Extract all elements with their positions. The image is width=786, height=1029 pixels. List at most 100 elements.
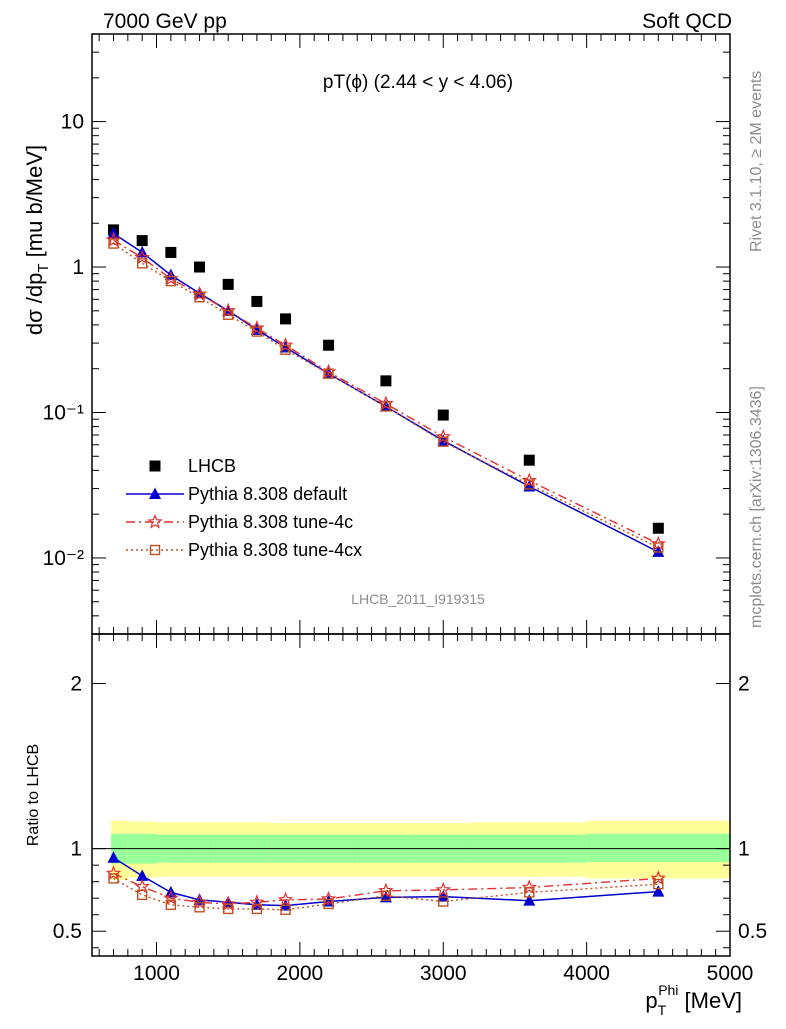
data-point: [165, 275, 177, 287]
data-point: [652, 522, 664, 534]
ratio-uncertainty-bands: [111, 820, 730, 881]
data-point: [438, 436, 449, 447]
legend-marker: [149, 487, 161, 499]
data-point: [251, 295, 263, 307]
data-point: [277, 337, 294, 352]
ratio-data-point: [380, 890, 392, 901]
ratio-data-point: [524, 887, 535, 898]
ratio-data-point: [323, 898, 334, 910]
data-point: [223, 309, 234, 320]
data-point: [323, 339, 335, 351]
ratio-data-point: [652, 885, 665, 897]
x-axis-label: pT Phi [MeV]: [645, 982, 742, 1018]
data-point: [523, 454, 535, 466]
ratio-data-point: [521, 879, 538, 895]
ratio-data-point: [378, 882, 394, 898]
ratio-data-point: [277, 891, 294, 907]
ratio-panel-series: [105, 851, 667, 915]
ratio-series-pythia-8-308-tune-4c: [105, 865, 667, 911]
legend-label: Pythia 8.308 tune-4c: [188, 512, 353, 532]
ratio-data-point: [523, 894, 536, 906]
ratio-data-point: [320, 890, 337, 906]
series-line: [113, 239, 659, 545]
ratio-data-point: [437, 890, 450, 902]
data-point: [521, 472, 538, 488]
legend-marker: [149, 460, 161, 472]
data-point: [251, 326, 263, 337]
rivet-version-label: Rivet 3.1.10, ≥ 2M events: [748, 71, 765, 252]
ratio-series-line: [113, 877, 659, 911]
legend-label: Pythia 8.308 default: [188, 484, 347, 504]
ratio-data-point: [379, 890, 392, 903]
data-point: [165, 246, 177, 258]
data-point: [380, 375, 392, 387]
ratio-data-point: [435, 881, 452, 897]
legend: LHCB Pythia 8.308 default Pythia 8.308 tun…: [126, 456, 362, 560]
data-point: [136, 258, 148, 269]
x-axis-label-sub: T: [658, 1002, 667, 1018]
data-point: [194, 261, 206, 273]
x-tick-label: 2000: [277, 962, 324, 985]
x-axis-label-sup: Phi: [658, 982, 678, 998]
ratio-y-tick-label-right: 0.5: [738, 920, 767, 943]
data-point: [194, 292, 205, 303]
ratio-y-tick-label-right: 1: [738, 838, 750, 861]
data-point: [105, 232, 122, 247]
ratio-y-tick-label: 2: [70, 673, 82, 696]
ratio-data-point: [136, 869, 149, 881]
ratio-data-point: [650, 870, 667, 885]
ratio-data-point: [108, 873, 119, 884]
ratio-y-tick-label-right: 2: [738, 673, 750, 696]
data-point: [222, 278, 234, 290]
data-point: [280, 344, 291, 355]
ratio-y-tick-label: 0.5: [53, 920, 82, 943]
main-panel-series: [105, 224, 667, 557]
x-tick-label: 1000: [133, 962, 180, 985]
data-point: [650, 535, 667, 551]
ratio-data-point: [653, 878, 664, 890]
main-panel-ticks: 10⁻² 10⁻¹ 1 10: [43, 33, 731, 635]
ratio-data-point: [194, 902, 205, 913]
series-line: [113, 243, 659, 549]
data-point: [108, 238, 119, 249]
x-tick-label: 5000: [707, 962, 754, 985]
ratio-data-point: [107, 851, 120, 863]
ratio-data-point: [136, 889, 148, 901]
main-y-tick-label: 10⁻²: [43, 547, 84, 570]
data-point: [280, 313, 292, 325]
x-axis-label-main: p: [645, 988, 657, 1013]
ratio-y-tick-label: 1: [70, 838, 82, 861]
x-axis-label-unit: [MeV]: [678, 988, 742, 1013]
legend-label: LHCB: [188, 456, 236, 476]
data-point: [437, 409, 449, 421]
data-point: [323, 368, 334, 379]
x-tick-label: 4000: [563, 962, 610, 985]
data-point: [134, 249, 150, 265]
ratio-panel-frame: [91, 633, 731, 957]
ratio-data-point: [280, 904, 291, 915]
data-point: [652, 545, 665, 557]
x-tick-label: 3000: [420, 962, 467, 985]
legend-marker: [147, 513, 163, 529]
ratio-data-point: [191, 894, 208, 909]
header-left-label: 7000 GeV pp: [103, 10, 227, 33]
data-point: [653, 542, 664, 553]
ratio-data-point: [105, 865, 122, 881]
legend-label: Pythia 8.308 tune-4cx: [188, 540, 362, 560]
ratio-data-point: [251, 903, 263, 915]
data-point: [380, 401, 392, 412]
data-point: [249, 319, 265, 335]
ratio-series-pythia-8-308-tune-4cx: [108, 873, 664, 915]
ratio-y-axis-label: Ratio to LHCB: [25, 744, 42, 846]
data-point: [220, 302, 236, 318]
header-right-label: Soft QCD: [642, 10, 732, 33]
ratio-data-point: [220, 895, 236, 911]
main-y-tick-label: 10⁻¹: [43, 401, 84, 424]
inner-band-segment: [586, 833, 730, 862]
data-point: [136, 235, 148, 247]
ratio-data-point: [193, 893, 206, 905]
data-point: [435, 428, 452, 444]
ratio-data-point: [134, 878, 150, 894]
